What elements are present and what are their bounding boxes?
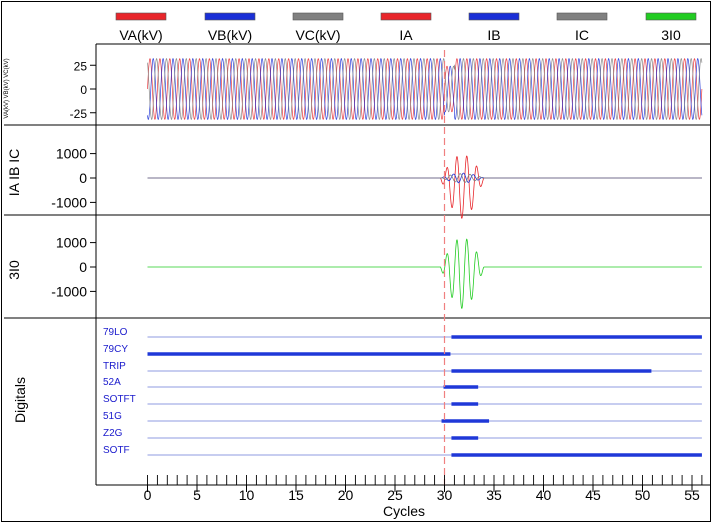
x-tick-label-6: 30	[437, 487, 453, 503]
x-tick-label-5: 25	[387, 487, 403, 503]
y-tick-label-1-1: 0	[79, 170, 87, 186]
legend-swatch-2	[292, 12, 344, 21]
y-tick-label-2-2: -1000	[51, 283, 87, 299]
x-axis-label: Cycles	[383, 503, 425, 519]
x-tick-label-9: 45	[585, 487, 601, 503]
legend-swatch-4	[468, 12, 520, 21]
digitals-group: Digitals 79LO 79CY TRIP 52A SOTFT 51G Z2G SOTF	[12, 327, 702, 457]
legend: VA(kV) VB(kV) VC(kV) IA IB IC 3I0	[115, 12, 697, 43]
legend-swatch-6	[645, 12, 697, 21]
legend-swatch-0	[115, 12, 167, 21]
panel-axes: 25 0 -25 VA(kV) VB(kV) VC(kV) 1000 0 -1000 IA I…	[4, 58, 96, 299]
x-tick-label-8: 40	[536, 487, 552, 503]
x-tick-label-10: 50	[635, 487, 651, 503]
legend-label-3: IA	[399, 27, 413, 43]
x-tick-label-7: 35	[486, 487, 502, 503]
legend-label-2: VC(kV)	[295, 27, 340, 43]
panel-ylabel-1: IA IB IC	[6, 149, 22, 196]
series-0-VA(kV)	[147, 58, 703, 120]
panel-ylabel-0: VA(kV) VB(kV) VC(kV)	[4, 58, 10, 118]
digital-label-SOTFT: SOTFT	[103, 394, 136, 405]
y-tick-label-2-0: 1000	[56, 235, 87, 251]
panel-ylabel-2: 3I0	[6, 260, 22, 280]
digital-label-TRIP: TRIP	[103, 361, 126, 372]
x-tick-label-2: 10	[239, 487, 255, 503]
legend-label-5: IC	[575, 27, 589, 43]
x-tick-label-4: 20	[338, 487, 354, 503]
y-tick-label-1-2: -1000	[51, 194, 87, 210]
y-tick-label-2-1: 0	[79, 259, 87, 275]
legend-swatch-5	[556, 12, 608, 21]
legend-label-0: VA(kV)	[119, 27, 162, 43]
digitals-ylabel: Digitals	[12, 377, 28, 423]
x-tick-label-1: 5	[193, 487, 201, 503]
legend-label-1: VB(kV)	[208, 27, 252, 43]
y-tick-label-0-0: 25	[74, 59, 88, 73]
x-tick-label-0: 0	[144, 487, 152, 503]
series-2-3I0	[147, 238, 702, 309]
digital-label-79CY: 79CY	[103, 344, 128, 355]
series-group	[147, 58, 703, 309]
legend-swatch-1	[204, 12, 256, 21]
series-0-VC(kV)	[147, 58, 703, 120]
legend-label-4: IB	[487, 27, 500, 43]
digital-label-Z2G: Z2G	[103, 428, 123, 439]
y-tick-label-1-0: 1000	[56, 146, 87, 162]
y-tick-label-0-1: 0	[80, 83, 87, 97]
digital-label-51G: 51G	[103, 411, 122, 422]
legend-label-6: 3I0	[661, 27, 681, 43]
digital-label-52A: 52A	[103, 377, 121, 388]
series-0-VB(kV)	[147, 58, 703, 120]
digital-label-79LO: 79LO	[103, 327, 128, 338]
digital-label-SOTF: SOTF	[103, 445, 130, 456]
y-tick-label-0-2: -25	[70, 107, 88, 121]
x-tick-label-11: 55	[684, 487, 700, 503]
series-1-IC	[147, 173, 702, 183]
legend-swatch-3	[380, 12, 432, 21]
x-tick-label-3: 15	[288, 487, 304, 503]
x-axis: 0 5 10 15 20 25 30 35 40 45 50 55	[144, 475, 703, 503]
